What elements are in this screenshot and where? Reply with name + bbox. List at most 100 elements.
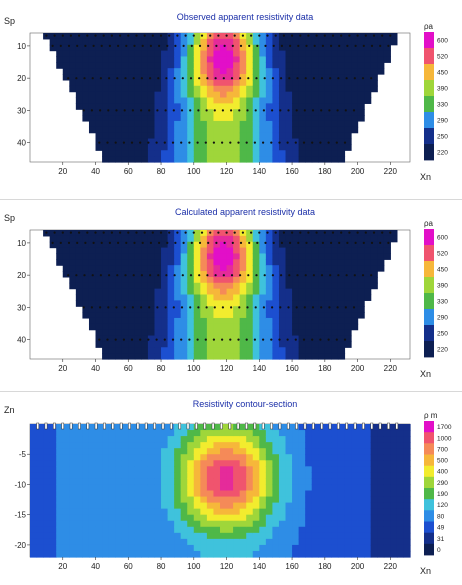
heat-cell: [56, 230, 64, 237]
heat-cell: [324, 247, 332, 255]
heat-cell: [213, 550, 221, 558]
heat-cell: [383, 502, 391, 510]
heat-cell: [292, 120, 300, 128]
heat-cell: [272, 79, 280, 87]
heat-cell: [36, 514, 44, 522]
heat-cell: [115, 490, 123, 498]
heat-cell: [102, 490, 110, 498]
heat-cell: [324, 538, 332, 546]
heat-cell: [278, 276, 287, 284]
heat-cell: [206, 347, 215, 354]
heat-cell: [265, 484, 274, 492]
heat-cell: [180, 115, 188, 122]
heat-cell: [141, 44, 149, 52]
x-tick-label: 60: [124, 364, 133, 373]
heat-cell: [174, 68, 182, 75]
heat-cell: [298, 335, 306, 343]
heat-cell: [357, 56, 365, 63]
heat-cell: [121, 115, 129, 122]
heat-cell: [220, 436, 228, 443]
heat-cell: [324, 282, 332, 290]
heat-cell: [75, 247, 84, 255]
measurement-point: [238, 109, 241, 112]
heat-cell: [220, 144, 228, 151]
heat-cell: [43, 532, 51, 540]
heat-cell: [370, 448, 378, 455]
heat-cell: [259, 288, 267, 296]
heat-cell: [220, 276, 228, 284]
heat-cell: [121, 490, 129, 498]
heat-cell: [364, 294, 372, 301]
measurement-point: [213, 109, 216, 112]
heat-cell: [292, 532, 300, 540]
heat-cell: [174, 138, 182, 146]
heat-cell: [82, 271, 90, 278]
heat-cell: [311, 103, 319, 110]
heat-cell: [383, 460, 391, 467]
heat-cell: [259, 466, 267, 473]
measurement-point: [354, 44, 357, 48]
heat-cell: [377, 44, 385, 52]
heat-cell: [383, 484, 391, 492]
heat-cell: [206, 68, 215, 75]
heat-cell: [141, 329, 149, 337]
heat-cell: [69, 44, 77, 52]
heat-cell: [344, 484, 352, 492]
heat-cell: [128, 312, 136, 319]
heat-cell: [200, 150, 208, 157]
measurement-point: [343, 141, 347, 144]
heat-cell: [167, 126, 175, 134]
measurement-point: [149, 241, 152, 244]
heat-cell: [95, 312, 103, 319]
heat-cell: [115, 484, 123, 492]
heat-cell: [161, 538, 169, 546]
heat-cell: [115, 526, 123, 534]
heat-cell: [318, 538, 326, 546]
heat-cell: [75, 538, 84, 546]
heat-cell: [82, 526, 90, 534]
heat-cell: [193, 156, 201, 163]
heat-cell: [95, 323, 103, 331]
heat-cell: [239, 115, 247, 122]
heat-cell: [396, 430, 405, 437]
heat-cell: [246, 317, 254, 325]
heat-cell: [128, 484, 136, 492]
heat-cell: [167, 460, 175, 467]
measurement-point: [140, 109, 143, 112]
heat-cell: [62, 38, 70, 46]
heat-cell: [351, 478, 359, 486]
heat-cell: [174, 502, 182, 510]
heat-cell: [390, 514, 398, 522]
heat-cell: [272, 424, 280, 431]
measurement-point: [53, 231, 56, 234]
heat-cell: [206, 424, 215, 431]
heat-cell: [56, 526, 64, 534]
heat-cell: [82, 62, 90, 69]
heat-cell: [56, 478, 64, 486]
measurement-point: [340, 34, 343, 37]
heat-cell: [292, 454, 300, 461]
heat-cell: [220, 532, 228, 540]
heat-cell: [318, 347, 326, 354]
heat-cell: [88, 282, 97, 290]
heat-cell: [292, 323, 300, 331]
heat-cell: [311, 294, 319, 301]
heat-cell: [62, 496, 70, 504]
heat-cell: [390, 33, 398, 40]
measurement-point: [158, 44, 161, 48]
heat-cell: [69, 544, 77, 552]
heat-cell: [141, 478, 149, 486]
heat-cell: [311, 520, 319, 528]
heat-cell: [128, 230, 136, 237]
heat-cell: [344, 478, 352, 486]
y-tick-label: 20: [17, 74, 26, 83]
heat-cell: [226, 253, 234, 260]
heat-cell: [403, 514, 411, 522]
heat-cell: [331, 300, 339, 307]
heat-cell: [226, 353, 234, 360]
heat-cell: [141, 62, 149, 69]
heat-cell: [311, 115, 319, 122]
measurement-point: [338, 44, 341, 48]
heat-cell: [187, 120, 195, 128]
heat-cell: [147, 38, 156, 46]
